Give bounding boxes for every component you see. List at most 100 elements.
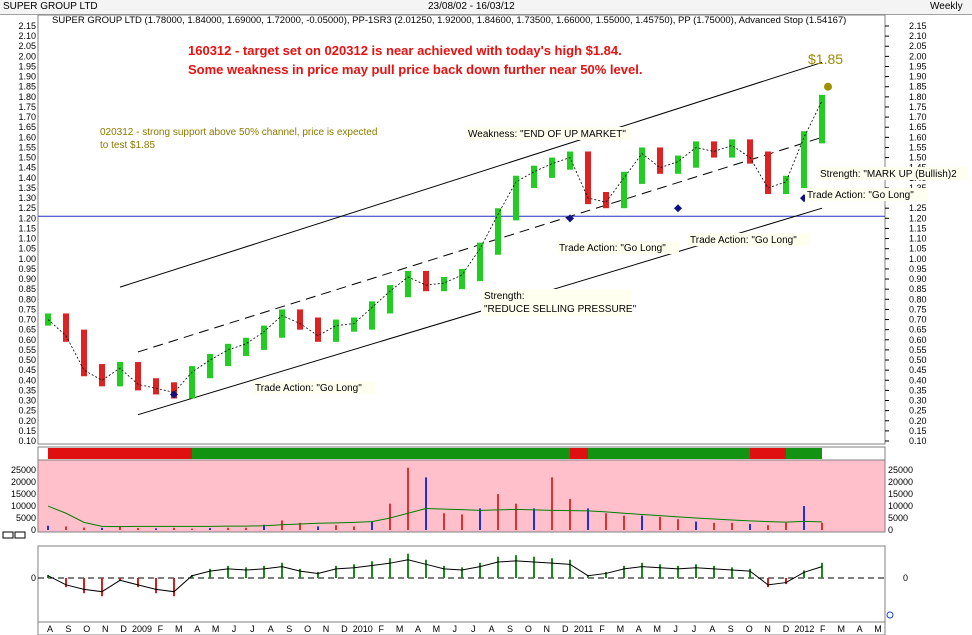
price-tick-label-left: 0.30 <box>18 396 36 406</box>
price-tick-label-right: 1.15 <box>909 223 927 233</box>
price-tick-label-left: 1.05 <box>18 244 36 254</box>
price-tick-label-left: 0.60 <box>18 335 36 345</box>
time-tick-label: S <box>728 624 734 634</box>
trade-box-3 <box>688 233 810 246</box>
time-tick-label: 2012 <box>794 624 814 634</box>
ribbon-segment <box>48 448 192 459</box>
time-tick-label: M <box>433 624 441 634</box>
time-tick-label: J <box>250 624 255 634</box>
strength-box-2 <box>818 167 968 180</box>
price-tick-label-right: 1.85 <box>909 82 927 92</box>
price-tick-label-right: 1.50 <box>909 153 927 163</box>
time-tick-label: O <box>83 624 90 634</box>
volume-tick-label-left: 20000 <box>11 477 36 487</box>
volume-tick-label-right: 20000 <box>888 477 913 487</box>
signal-markers <box>170 82 832 399</box>
oscillator-line <box>47 559 823 593</box>
price-tick-label-right: 1.90 <box>909 72 927 82</box>
price-tick-label-left: 0.85 <box>18 284 36 294</box>
time-tick-label: N <box>764 624 771 634</box>
volume-tick-label-left: 25000 <box>11 465 36 475</box>
price-tick-label-right: 2.00 <box>909 51 927 61</box>
trade-label-4: Trade Action: "Go Long" <box>807 190 914 201</box>
time-tick-label: A <box>47 624 53 634</box>
headline-2: Some weakness in price may pull price ba… <box>188 62 642 77</box>
time-tick-label: M <box>653 624 661 634</box>
time-tick-label: A <box>268 624 274 634</box>
ribbon-segment <box>786 448 822 459</box>
volume-ma-line <box>47 505 823 528</box>
price-tick-label-left: 0.20 <box>18 416 36 426</box>
trade-label-1: Trade Action: "Go Long" <box>255 383 362 394</box>
price-tick-label-left: 1.70 <box>18 112 36 122</box>
trade-marker <box>170 390 178 399</box>
price-tick-label-right: 0.10 <box>909 436 927 446</box>
price-panel <box>37 14 886 445</box>
time-tick-label: A <box>489 624 495 634</box>
weakness-box <box>465 127 631 140</box>
price-tick-label-left: 1.75 <box>18 102 36 112</box>
price-tick-label-left: 0.15 <box>18 426 36 436</box>
time-tick-label: F <box>820 624 826 634</box>
price-tick-label-right: 0.75 <box>909 304 927 314</box>
price-tick-label-left: 1.65 <box>18 122 36 132</box>
target-marker <box>824 82 832 91</box>
time-tick-label: A <box>415 624 421 634</box>
strength-label-2: Strength: "MARK UP (Bullish)2 <box>820 169 957 180</box>
price-tick-label-left: 1.50 <box>18 153 36 163</box>
price-tick-label-left: 1.60 <box>18 132 36 142</box>
note-1: 020312 - strong support above 50% channe… <box>100 127 377 138</box>
ribbon-segment <box>660 448 750 459</box>
volume-tick-label-left: 15000 <box>11 489 36 499</box>
time-tick-label: J <box>453 624 458 634</box>
price-tick-label-left: 0.35 <box>18 385 36 395</box>
price-tick-label-left: 1.80 <box>18 92 36 102</box>
time-axis: A S O N D 2009 F M A M J J A S O N D 2010 F M A M J J A S O N D 2011 F… <box>47 624 882 634</box>
volume-tick-label-right: 25000 <box>888 465 913 475</box>
volume-tick-label-left: 5000 <box>16 513 36 523</box>
time-tick-label: M <box>396 624 404 634</box>
trade-label-3: Trade Action: "Go Long" <box>690 235 797 246</box>
window-title: SUPER GROUP LTD <box>3 1 98 12</box>
price-tick-label-right: 0.30 <box>909 396 927 406</box>
time-tick-label: S <box>65 624 71 634</box>
time-tick-label: S <box>507 624 513 634</box>
price-tick-label-right: 1.35 <box>909 183 927 193</box>
note-2: to test $1.85 <box>100 140 155 151</box>
time-tick-label: M <box>175 624 183 634</box>
price-tick-label-right: 1.05 <box>909 244 927 254</box>
panel-toggle-icon[interactable] <box>2 531 14 539</box>
volume-tick-label-right: 5000 <box>888 513 908 523</box>
price-tick-label-left: 1.30 <box>18 193 36 203</box>
time-tick-label: 2011 <box>574 624 593 634</box>
volume-tick-label-left: 10000 <box>11 501 36 511</box>
trend-ribbon <box>48 448 822 459</box>
price-tick-label-right: 1.25 <box>909 203 927 213</box>
price-tick-label-left: 1.40 <box>18 173 36 183</box>
volume-tick-label-right: 0 <box>888 525 893 535</box>
panel-toggle-icon-2[interactable] <box>14 531 26 539</box>
price-tick-label-right: 0.40 <box>909 375 927 385</box>
price-tick-label-left: 1.95 <box>18 61 36 71</box>
time-tick-label: O <box>746 624 753 634</box>
price-tick-label-left: 0.75 <box>18 304 36 314</box>
price-tick-label-left: 0.80 <box>18 294 36 304</box>
settings-icon[interactable] <box>886 611 894 619</box>
strength-label-1a: Strength: <box>484 291 525 302</box>
price-tick-label-right: 2.15 <box>909 21 927 31</box>
time-tick-label: M <box>617 624 625 634</box>
price-tick-label-right: 1.65 <box>909 122 927 132</box>
ribbon-segment <box>588 448 660 459</box>
time-tick-label: S <box>286 624 292 634</box>
indicator-header: SUPER GROUP LTD (1.78000, 1.84000, 1.690… <box>52 15 846 26</box>
trade-marker <box>566 214 574 223</box>
price-bars <box>45 94 825 399</box>
headline-1: 160312 - target set on 020312 is near ac… <box>188 43 622 58</box>
price-tick-label-left: 1.90 <box>18 72 36 82</box>
price-tick-label-left: 1.20 <box>18 213 36 223</box>
time-tick-label: D <box>341 624 348 634</box>
price-tick-label-right: 0.95 <box>909 264 927 274</box>
time-tick-label: D <box>783 624 790 634</box>
target-label: $1.85 <box>808 51 843 67</box>
price-tick-label-right: 0.15 <box>909 426 927 436</box>
